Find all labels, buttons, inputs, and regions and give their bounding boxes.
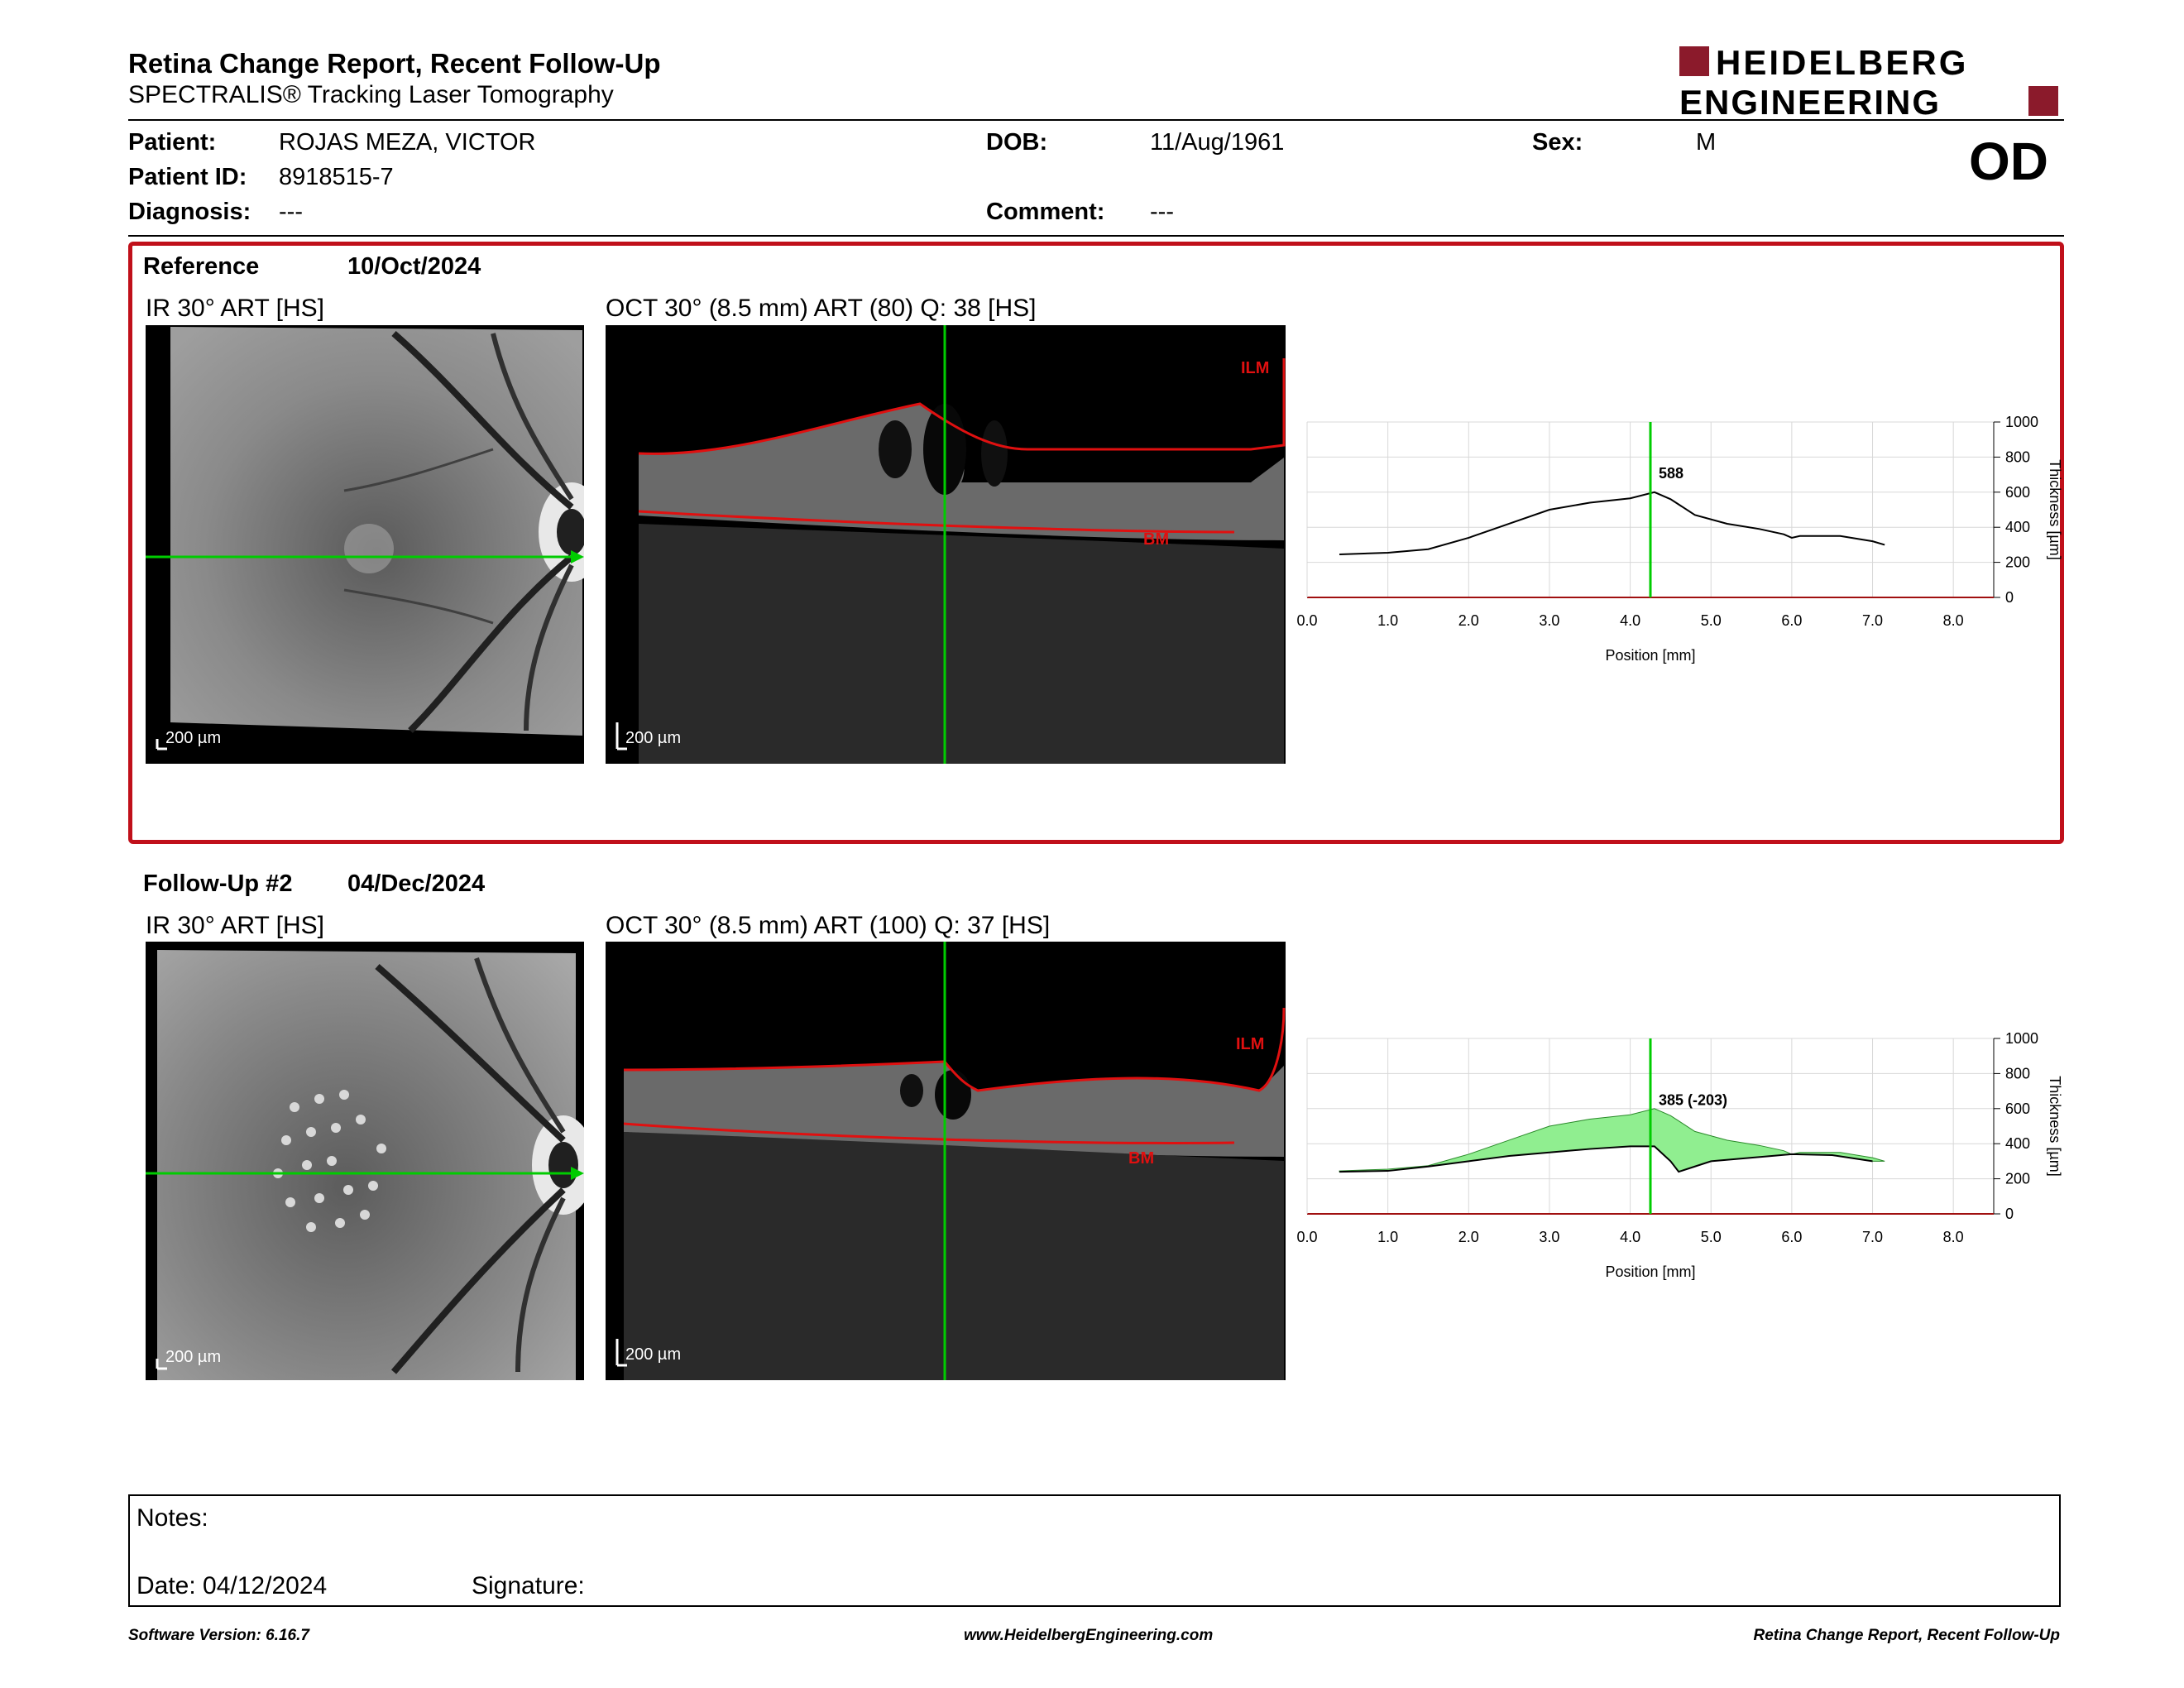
comment-label: Comment: <box>986 199 1105 225</box>
x-tick-label: 4.0 <box>1620 1229 1640 1245</box>
difference-area <box>1339 1108 1885 1172</box>
followup-cyst <box>935 1070 971 1120</box>
y-tick-label: 200 <box>2005 1171 2030 1187</box>
y-tick-label: 400 <box>2005 519 2030 535</box>
dob-value: 11/Aug/1961 <box>1150 129 1285 156</box>
reference-oct-bscan-image[interactable]: ILM BM 200 µm <box>606 325 1286 764</box>
reference-section-border <box>128 242 2064 844</box>
comment-value: --- <box>1150 199 1174 225</box>
cursor-value-label: 588 <box>1659 465 1684 482</box>
reference-ilm-label: ILM <box>1241 359 1269 377</box>
notes-date: Date: 04/12/2024 <box>136 1572 328 1599</box>
x-tick-label: 3.0 <box>1539 612 1559 629</box>
reference-ir-fundus-image[interactable]: 200 µm <box>146 325 584 764</box>
logo-line1: HEIDELBERG <box>1716 43 1968 82</box>
footer-website[interactable]: www.HeidelbergEngineering.com <box>964 1627 1214 1644</box>
heidelberg-logo: HEIDELBERG ENGINEERING <box>1679 43 2058 119</box>
footer-report-name: Retina Change Report, Recent Follow-Up <box>1753 1627 2060 1644</box>
patient-label: Patient: <box>128 129 217 156</box>
series-line <box>1339 491 1885 556</box>
x-tick-label: 8.0 <box>1943 1229 1964 1245</box>
sex-label: Sex: <box>1532 129 1583 156</box>
y-tick-label: 0 <box>2005 1206 2014 1222</box>
y-tick-label: 200 <box>2005 554 2030 571</box>
report-subtitle: SPECTRALIS® Tracking Laser Tomography <box>128 81 614 108</box>
header-divider <box>128 119 2064 121</box>
x-tick-label: 2.0 <box>1458 612 1479 629</box>
patient-divider <box>128 235 2064 237</box>
x-tick-label: 0.0 <box>1296 612 1317 629</box>
reference-thickness-chart: 0.0 1.0 2.0 3.0 4.0 5.0 6.0 7.0 8.0 0 200 400 600 800… <box>1296 414 2063 664</box>
reference-bm-label: BM <box>1143 530 1169 549</box>
followup-oct-label: OCT 30° (8.5 mm) ART (100) Q: 37 [HS] <box>606 912 1051 939</box>
x-axis-label: Position [mm] <box>1605 647 1695 664</box>
x-tick-label: 7.0 <box>1862 1229 1883 1245</box>
reference-oct-scale: 200 µm <box>625 729 681 747</box>
followup-ir-label: IR 30° ART [HS] <box>146 912 324 939</box>
reference-date: 10/Oct/2024 <box>347 253 481 280</box>
x-axis-label: Position [mm] <box>1605 1264 1695 1280</box>
eye-indicator: OD <box>1969 132 2048 191</box>
y-axis-label: Thickness [µm] <box>2047 1076 2063 1176</box>
reference-label: Reference <box>143 253 260 280</box>
x-tick-label: 0.0 <box>1296 1229 1317 1245</box>
y-tick-label: 800 <box>2005 1065 2030 1081</box>
sex-value: M <box>1696 129 1717 156</box>
signature-label: Signature: <box>472 1572 585 1599</box>
followup-laser-spots <box>273 1090 386 1232</box>
diagnosis-value: --- <box>279 199 303 225</box>
report-title: Retina Change Report, Recent Follow-Up <box>128 48 661 79</box>
followup-date: 04/Dec/2024 <box>347 870 486 897</box>
x-tick-label: 7.0 <box>1862 612 1883 629</box>
patient-id-label: Patient ID: <box>128 164 247 190</box>
y-tick-label: 600 <box>2005 484 2030 501</box>
dob-label: DOB: <box>986 129 1048 156</box>
followup-thickness-chart: 0.0 1.0 2.0 3.0 4.0 5.0 6.0 7.0 8.0 0 200 400 600 800… <box>1296 1030 2063 1280</box>
followup-label: Follow-Up #2 <box>143 870 293 897</box>
y-tick-label: 800 <box>2005 448 2030 465</box>
reference-bm-line <box>638 510 1235 534</box>
y-axis-label: Thickness [µm] <box>2047 459 2063 559</box>
patient-id: 8918515-7 <box>279 164 394 190</box>
x-tick-label: 6.0 <box>1781 1229 1802 1245</box>
y-tick-label: 1000 <box>2005 414 2038 430</box>
x-tick-label: 1.0 <box>1377 1229 1398 1245</box>
diagnosis-label: Diagnosis: <box>128 199 251 225</box>
followup-bm-label: BM <box>1128 1149 1154 1168</box>
followup-oct-bscan-image[interactable]: ILM BM 200 µm <box>606 942 1286 1380</box>
y-tick-label: 1000 <box>2005 1030 2038 1047</box>
x-tick-label: 4.0 <box>1620 612 1640 629</box>
cursor-value-label: 385 (-203) <box>1659 1092 1727 1109</box>
reference-ir-scale: 200 µm <box>165 729 221 747</box>
followup-ilm-line <box>623 1007 1286 1092</box>
y-tick-label: 0 <box>2005 589 2014 606</box>
x-tick-label: 6.0 <box>1781 612 1802 629</box>
x-tick-label: 5.0 <box>1701 1229 1722 1245</box>
followup-oct-scale: 200 µm <box>625 1345 681 1364</box>
logo-square-top <box>1679 46 1709 76</box>
reference-ir-label: IR 30° ART [HS] <box>146 295 324 322</box>
y-tick-label: 600 <box>2005 1101 2030 1117</box>
notes-label: Notes: <box>136 1504 208 1532</box>
footer-version: Software Version: 6.16.7 <box>128 1627 309 1644</box>
followup-ir-fundus-image[interactable]: 200 µm <box>146 942 584 1380</box>
x-tick-label: 8.0 <box>1943 612 1964 629</box>
series-current-line <box>1339 1145 1873 1173</box>
reference-ilm-line <box>638 358 1286 455</box>
x-tick-label: 3.0 <box>1539 1229 1559 1245</box>
followup-bm-line <box>623 1122 1235 1144</box>
x-tick-label: 1.0 <box>1377 612 1398 629</box>
patient-name: ROJAS MEZA, VICTOR <box>279 129 536 156</box>
x-tick-label: 2.0 <box>1458 1229 1479 1245</box>
y-tick-label: 400 <box>2005 1135 2030 1152</box>
reference-oct-label: OCT 30° (8.5 mm) ART (80) Q: 38 [HS] <box>606 295 1037 322</box>
followup-ir-scale: 200 µm <box>165 1348 221 1366</box>
followup-ilm-label: ILM <box>1236 1035 1264 1053</box>
notes-box[interactable]: Notes: Date: 04/12/2024 Signature: <box>128 1494 2061 1607</box>
logo-line2: ENGINEERING <box>1679 83 1941 119</box>
logo-square-bottom <box>2028 86 2058 116</box>
x-tick-label: 5.0 <box>1701 612 1722 629</box>
